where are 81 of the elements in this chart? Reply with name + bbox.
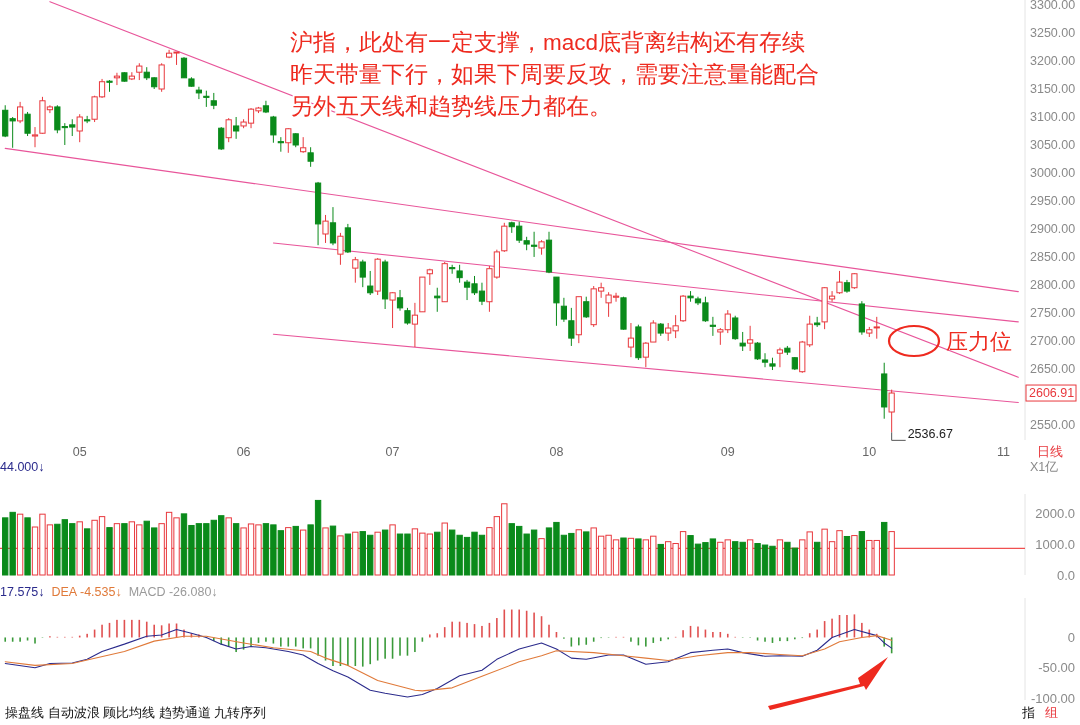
bar xyxy=(434,531,441,576)
y-tick-label: 2700.00 xyxy=(1030,333,1076,348)
bar xyxy=(776,539,784,576)
bar xyxy=(635,538,642,576)
annotation: 压力位 xyxy=(946,328,1012,354)
y-tick-label: 3050.00 xyxy=(1030,137,1076,152)
bar xyxy=(627,537,635,576)
annotation: MACD -26.080↓ xyxy=(128,585,218,599)
line-series xyxy=(4,629,893,698)
bar xyxy=(344,533,352,576)
text: 组 xyxy=(1045,704,1058,720)
bar xyxy=(389,524,396,576)
bar xyxy=(232,523,240,576)
bar xyxy=(374,531,381,576)
y-tick-label: 3000.00 xyxy=(1030,165,1076,180)
y-tick-label: -100.00 xyxy=(1030,690,1075,706)
bar xyxy=(83,528,91,576)
y-tick-label: -50.00 xyxy=(1038,660,1075,676)
x-tick-label: 07 xyxy=(385,445,400,459)
y-tick-label: 3300.00 xyxy=(1030,0,1076,13)
bar xyxy=(300,529,307,576)
annotation: 17.575↓ xyxy=(0,585,45,599)
bar xyxy=(881,521,888,576)
y-tick-label: 1000.0 xyxy=(1035,536,1075,552)
bar xyxy=(113,523,121,576)
text: 44.000↓ xyxy=(0,460,45,474)
y-tick-label: 2750.00 xyxy=(1030,305,1076,320)
bar xyxy=(24,517,31,576)
y-tick-label: 3150.00 xyxy=(1030,82,1076,97)
annotation: DEA -4.535↓ xyxy=(51,585,122,599)
bar xyxy=(538,538,545,576)
bar xyxy=(441,522,448,576)
bar xyxy=(851,535,858,576)
x-tick-label: 10 xyxy=(862,445,877,459)
bar xyxy=(285,527,292,576)
y-tick-label: 0.0 xyxy=(1056,567,1075,583)
x-tick-label: 08 xyxy=(549,445,564,459)
y-tick-label: 2000.0 xyxy=(1035,506,1075,522)
y-tick-label: 2650.00 xyxy=(1030,361,1076,376)
bar xyxy=(813,541,821,576)
bar xyxy=(329,525,337,576)
x-tick-label: 09 xyxy=(720,445,735,459)
bar xyxy=(337,535,344,576)
bar xyxy=(225,517,232,576)
y-tick-label: 3200.00 xyxy=(1030,54,1076,69)
bar xyxy=(121,523,128,576)
text: X1亿 xyxy=(1030,460,1059,474)
annotation: 昨天带量下行，如果下周要反攻，需要注意量能配合 xyxy=(290,61,819,87)
line-series xyxy=(4,635,893,692)
bar xyxy=(575,529,582,576)
y-tick-label: 0 xyxy=(1067,629,1075,645)
bar xyxy=(106,527,113,576)
bar xyxy=(16,513,24,576)
annotation: 2536.67 xyxy=(907,427,953,442)
y-tick-label: 2900.00 xyxy=(1030,221,1076,236)
bar xyxy=(76,521,83,576)
x-tick-label: 11 xyxy=(996,445,1010,459)
bar xyxy=(292,525,299,576)
bar xyxy=(746,539,754,576)
bar xyxy=(381,529,389,576)
text: 指 xyxy=(1021,704,1035,720)
bar xyxy=(352,531,359,576)
bar xyxy=(322,527,329,576)
bar xyxy=(583,531,590,576)
bar xyxy=(657,543,664,576)
text: 操盘线 自动波浪 顾比均线 趋势通道 九转序列 xyxy=(5,704,267,720)
bar xyxy=(843,535,851,576)
bar xyxy=(620,537,627,576)
y-tick-label: 3250.00 xyxy=(1030,26,1076,41)
bar xyxy=(888,531,895,576)
text: 日线 xyxy=(1037,445,1063,459)
y-tick-label: 3100.00 xyxy=(1030,110,1076,124)
y-tick-label: 2800.00 xyxy=(1030,277,1076,292)
bar xyxy=(858,531,866,576)
y-tick-label: 2850.00 xyxy=(1030,249,1076,264)
y-tick-label: 2950.00 xyxy=(1030,193,1076,208)
y-tick-label: 2550.00 xyxy=(1030,417,1076,432)
x-tick-label: 05 xyxy=(72,445,87,459)
text: 2606.91 xyxy=(1029,386,1075,401)
annotation: 沪指，此处有一定支撑，macd底背离结构还有存续 xyxy=(290,29,806,55)
x-tick-label: 06 xyxy=(236,445,251,459)
